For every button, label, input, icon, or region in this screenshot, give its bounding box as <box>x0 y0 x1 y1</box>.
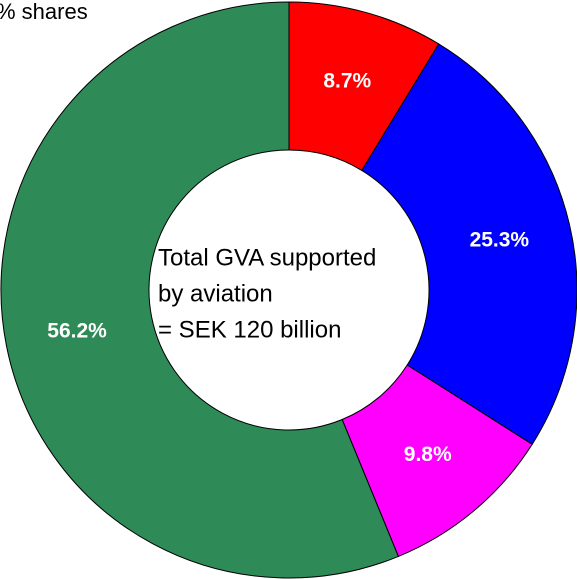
center-text: = SEK 120 billion <box>158 316 341 343</box>
slice-label: 9.8% <box>404 443 452 466</box>
slice-label: 25.3% <box>470 228 530 251</box>
center-text: Total GVA supported <box>158 244 376 271</box>
slice-label: 8.7% <box>323 70 371 93</box>
slice <box>361 43 577 446</box>
slice <box>0 1 400 579</box>
slice-label: 56.2% <box>47 319 107 342</box>
chart-title: % shares <box>0 0 88 24</box>
center-text: by aviation <box>158 280 273 307</box>
